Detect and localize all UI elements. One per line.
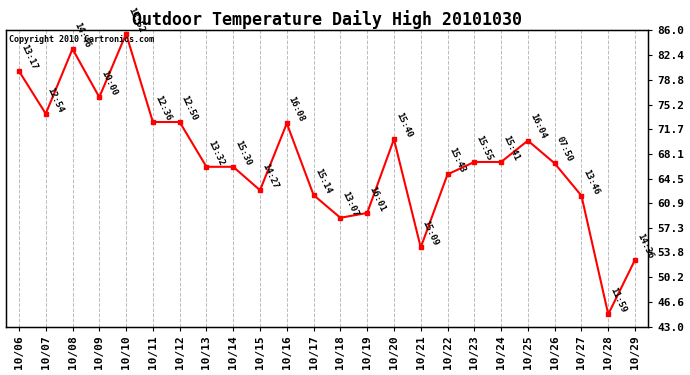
Text: 15:30: 15:30 [233, 139, 253, 167]
Text: 13:46: 13:46 [582, 168, 601, 196]
Text: 16:04: 16:04 [528, 112, 547, 141]
Text: 12:36: 12:36 [153, 94, 172, 122]
Text: 14:27: 14:27 [260, 162, 279, 190]
Text: 15:41: 15:41 [501, 134, 521, 162]
Text: 13:52: 13:52 [126, 6, 146, 34]
Text: 13:17: 13:17 [19, 43, 39, 71]
Text: 11:59: 11:59 [609, 286, 628, 314]
Text: 13:32: 13:32 [206, 139, 226, 167]
Text: 12:50: 12:50 [179, 94, 199, 122]
Text: 07:50: 07:50 [555, 135, 574, 164]
Text: 15:55: 15:55 [474, 134, 494, 162]
Text: 16:08: 16:08 [287, 95, 306, 123]
Text: 14:36: 14:36 [635, 232, 655, 260]
Text: 12:54: 12:54 [46, 86, 66, 114]
Text: 15:09: 15:09 [421, 219, 440, 248]
Text: 15:40: 15:40 [394, 111, 413, 139]
Text: 13:07: 13:07 [340, 190, 360, 218]
Text: 15:14: 15:14 [313, 167, 333, 195]
Text: 15:43: 15:43 [448, 146, 467, 174]
Text: 16:01: 16:01 [367, 185, 386, 213]
Text: Copyright 2010 Cartronics.com: Copyright 2010 Cartronics.com [9, 35, 154, 44]
Title: Outdoor Temperature Daily High 20101030: Outdoor Temperature Daily High 20101030 [132, 10, 522, 29]
Text: 14:46: 14:46 [72, 21, 92, 49]
Text: 10:00: 10:00 [99, 69, 119, 97]
